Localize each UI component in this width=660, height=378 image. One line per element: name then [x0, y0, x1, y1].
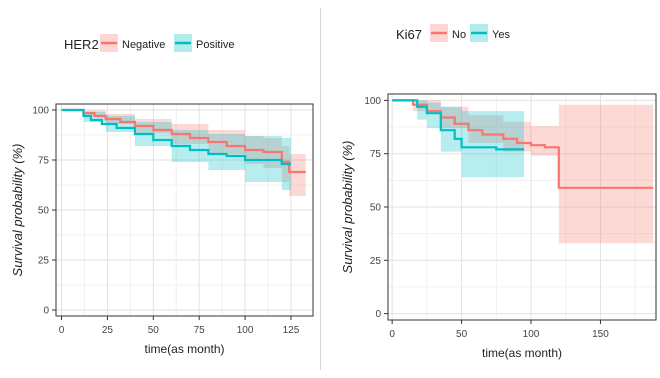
- x-tick-label: 50: [148, 325, 160, 336]
- legend: Ki67 No Yes: [396, 24, 510, 42]
- x-tick-label: 100: [237, 325, 254, 336]
- legend-item-yes: Yes: [470, 24, 510, 42]
- survival-curve-positive: [61, 108, 291, 166]
- km-plot-her2: HER2 Negative Positive 0 25 50 75 100 125 0 25 50 75…: [10, 34, 314, 357]
- panel-divider: [320, 8, 321, 370]
- y-tick-label: 25: [370, 256, 382, 267]
- y-axis-label: Survival probability (%): [340, 141, 355, 274]
- y-tick-label: 50: [38, 206, 50, 217]
- y-tick-label: 0: [375, 309, 381, 320]
- km-plot-ki67: Ki67 No Yes 0 50 100 150 0 25 50 75 100 time(as mont…: [340, 24, 657, 360]
- legend-label-yes: Yes: [492, 29, 510, 41]
- grid: [56, 104, 313, 316]
- x-tick-label: 125: [283, 325, 300, 336]
- legend: HER2 Negative Positive: [64, 34, 235, 52]
- x-tick-label: 100: [523, 329, 540, 340]
- y-tick-label: 50: [370, 203, 382, 214]
- survival-curve-negative: [61, 108, 306, 174]
- y-tick-label: 100: [364, 96, 381, 107]
- km-chart-her2: HER2 Negative Positive 0 25 50 75 100 125 0 25 50 75…: [0, 0, 318, 378]
- ci-band-no: [392, 100, 654, 244]
- y-tick-label: 75: [370, 149, 382, 160]
- legend-item-negative: Negative: [100, 34, 165, 52]
- legend-item-no: No: [430, 24, 466, 42]
- legend-item-positive: Positive: [174, 34, 235, 52]
- km-chart-ki67: Ki67 No Yes 0 50 100 150 0 25 50 75 100 time(as mont…: [326, 0, 660, 378]
- survival-curve-no: [392, 99, 654, 189]
- x-tick-label: 50: [456, 329, 468, 340]
- axes: 0 50 100 150 0 25 50 75 100 time(as month) Surviva…: [340, 96, 609, 360]
- grid: [388, 94, 656, 320]
- y-tick-label: 0: [43, 306, 49, 317]
- legend-title: HER2: [64, 37, 99, 52]
- x-tick-label: 0: [59, 325, 65, 336]
- ci-band-positive: [61, 110, 291, 190]
- x-tick-label: 0: [389, 329, 395, 340]
- x-tick-label: 25: [102, 325, 114, 336]
- survival-curve-yes: [392, 99, 525, 151]
- y-axis-label: Survival probability (%): [10, 144, 25, 277]
- x-tick-label: 150: [592, 329, 609, 340]
- axes: 0 25 50 75 100 125 0 25 50 75 100 time(as month) Sur…: [10, 106, 300, 357]
- y-tick-label: 75: [38, 156, 50, 167]
- legend-title: Ki67: [396, 27, 422, 42]
- legend-label-positive: Positive: [196, 39, 235, 51]
- x-axis-label: time(as month): [482, 346, 562, 360]
- x-axis-label: time(as month): [144, 342, 224, 356]
- legend-label-negative: Negative: [122, 39, 165, 51]
- legend-label-no: No: [452, 29, 466, 41]
- y-tick-label: 25: [38, 256, 50, 267]
- ci-band-negative: [61, 110, 306, 196]
- y-tick-label: 100: [32, 106, 49, 117]
- x-tick-label: 75: [194, 325, 206, 336]
